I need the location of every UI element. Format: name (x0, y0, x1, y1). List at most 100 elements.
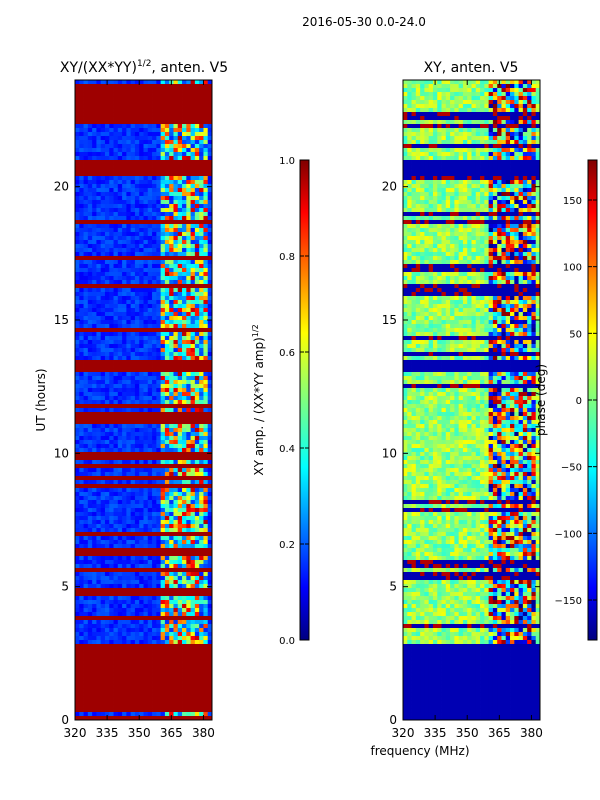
heatmap-cell (194, 344, 200, 349)
heatmap-cell (203, 244, 209, 249)
heatmap-cell (160, 608, 166, 613)
heatmap-cell (207, 564, 212, 569)
heatmap-cell (79, 180, 84, 185)
heatmap-cell (139, 404, 144, 409)
heatmap-cell (194, 540, 200, 545)
heatmap-cell (134, 620, 140, 625)
heatmap-cell (199, 200, 204, 205)
heatmap-cell (207, 652, 212, 657)
heatmap-cell (92, 216, 97, 221)
heatmap-cell (75, 476, 80, 481)
heatmap-cell (194, 280, 200, 285)
heatmap-cell (100, 256, 106, 261)
heatmap-cell (207, 388, 212, 393)
heatmap-cell (152, 620, 157, 625)
heatmap-cell (173, 172, 179, 177)
heatmap-cell (92, 456, 97, 461)
heatmap-cell (122, 144, 127, 149)
heatmap-cell (173, 536, 179, 541)
heatmap-cell (75, 172, 80, 177)
heatmap-cell (117, 492, 123, 497)
heatmap-cell (92, 640, 97, 645)
heatmap-cell (199, 204, 204, 209)
heatmap-cell (160, 248, 166, 253)
heatmap-cell (143, 560, 149, 565)
heatmap-cell (203, 480, 209, 485)
heatmap-cell (92, 140, 97, 145)
heatmap-cell (186, 616, 191, 621)
heatmap-cell (177, 636, 183, 641)
heatmap-cell (164, 220, 170, 225)
heatmap-cell (194, 136, 200, 141)
heatmap-cell (164, 388, 170, 393)
heatmap-cell (194, 196, 200, 201)
heatmap-cell (79, 292, 84, 297)
heatmap-cell (177, 376, 183, 381)
heatmap-cell (177, 336, 183, 341)
heatmap-cell (190, 488, 196, 493)
heatmap-cell (104, 132, 110, 137)
heatmap-cell (75, 656, 80, 661)
heatmap-cell (152, 296, 157, 301)
heatmap-cell (199, 456, 204, 461)
heatmap-cell (126, 568, 132, 573)
heatmap-cell (109, 348, 114, 353)
heatmap-cell (207, 124, 212, 129)
heatmap-cell (194, 188, 200, 193)
heatmap-cell (207, 264, 212, 269)
heatmap-cell (156, 160, 162, 165)
heatmap-cell (96, 536, 102, 541)
heatmap-cell (100, 472, 106, 477)
heatmap-cell (186, 216, 191, 221)
heatmap-cell (130, 280, 136, 285)
heatmap-cell (92, 496, 97, 501)
heatmap-cell (156, 388, 162, 393)
heatmap-cell (156, 188, 162, 193)
heatmap-cell (87, 224, 93, 229)
heatmap-cell (126, 644, 132, 649)
heatmap-cell (199, 556, 204, 561)
heatmap-cell (177, 596, 183, 601)
heatmap-cell (143, 616, 149, 621)
heatmap-cell (190, 424, 196, 429)
heatmap-cell (126, 108, 132, 113)
heatmap-cell (173, 540, 179, 545)
heatmap-cell (75, 628, 80, 633)
heatmap-cell (104, 128, 110, 133)
heatmap-cell (160, 560, 166, 565)
heatmap-cell (122, 148, 127, 153)
heatmap-cell (156, 280, 162, 285)
heatmap-cell (207, 96, 212, 101)
heatmap-cell (92, 572, 97, 577)
heatmap-cell (87, 636, 93, 641)
heatmap-cell (79, 224, 84, 229)
heatmap-cell (104, 584, 110, 589)
heatmap-cell (92, 508, 97, 513)
heatmap-cell (139, 168, 144, 173)
heatmap-cell (152, 556, 157, 561)
heatmap-cell (203, 348, 209, 353)
heatmap-cell (182, 620, 187, 625)
heatmap-cell (199, 664, 204, 669)
heatmap-cell (100, 356, 106, 361)
heatmap-cell (126, 148, 132, 153)
heatmap-cell (83, 260, 89, 265)
heatmap-cell (113, 276, 119, 281)
heatmap-cell (139, 152, 144, 157)
heatmap-cell (152, 616, 157, 621)
heatmap-cell (130, 636, 136, 641)
heatmap-cell (83, 156, 89, 161)
heatmap-cell (122, 392, 127, 397)
heatmap-cell (83, 124, 89, 129)
heatmap-cell (83, 192, 89, 197)
heatmap-cell (139, 600, 144, 605)
heatmap-cell (143, 100, 149, 105)
heatmap-cell (96, 356, 102, 361)
heatmap-cell (143, 168, 149, 173)
heatmap-cell (122, 156, 127, 161)
heatmap-cell (79, 536, 84, 541)
heatmap-cell (104, 320, 110, 325)
heatmap-cell (177, 116, 183, 121)
heatmap-cell (182, 700, 187, 705)
heatmap-cell (164, 608, 170, 613)
